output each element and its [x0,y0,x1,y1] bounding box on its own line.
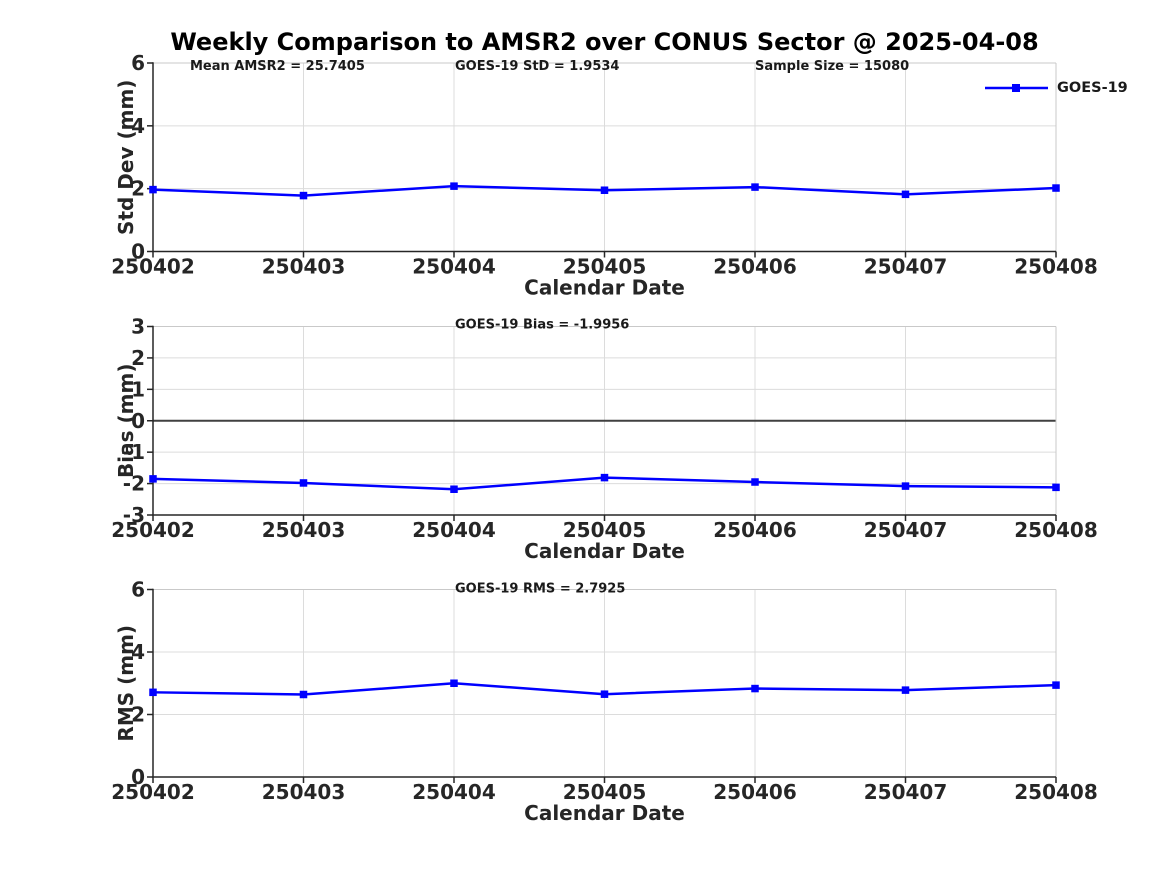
legend-marker [1012,84,1020,92]
y-tick-label: 4 [131,640,145,664]
annotation-text: Sample Size = 15080 [755,59,909,74]
data-point-marker [600,690,609,698]
data-point-marker [1052,681,1060,689]
x-tick-label: 250407 [864,518,948,542]
y-axis-label: Bias (mm) [114,364,138,478]
y-tick-label: 1 [131,377,145,401]
x-tick-label: 250406 [713,255,797,279]
x-tick-label: 250407 [864,780,948,804]
y-tick-label: 2 [131,346,145,370]
data-point-marker [1052,184,1060,192]
annotation-text: Mean AMSR2 = 25.7405 [190,59,365,74]
x-tick-label: 250408 [1014,518,1098,542]
chart-title: Weekly Comparison to AMSR2 over CONUS Se… [170,28,1039,56]
x-tick-label: 250403 [262,780,346,804]
data-point-marker [901,190,910,199]
y-tick-label: 6 [131,51,145,75]
annotation-text: GOES-19 Bias = -1.9956 [455,318,629,333]
x-tick-label: 250407 [864,255,948,279]
legend-label: GOES-19 [1057,80,1128,96]
y-tick-label: 6 [131,578,145,602]
x-axis-label: Calendar Date [524,276,685,300]
x-tick-label: 250406 [713,518,797,542]
x-tick-label: 250404 [412,255,496,279]
x-tick-label: 250405 [563,518,647,542]
x-tick-label: 250402 [111,255,195,279]
x-axis-label: Calendar Date [524,539,685,563]
data-point-marker [1052,483,1060,492]
y-tick-label: 2 [131,703,145,727]
data-point-marker [600,473,609,482]
y-tick-label: 3 [131,315,145,339]
x-tick-label: 250402 [111,780,195,804]
annotation-text: GOES-19 RMS = 2.7925 [455,582,625,597]
x-tick-label: 250406 [713,780,797,804]
data-point-marker [450,679,458,687]
data-point-marker [299,690,308,699]
y-tick-label: 0 [131,240,145,264]
data-point-marker [450,182,458,190]
x-axis-label: Calendar Date [524,801,685,825]
x-tick-label: 250403 [262,518,346,542]
data-point-marker [299,479,308,487]
annotation-text: GOES-19 StD = 1.9534 [455,59,619,74]
data-point-marker [299,191,308,200]
data-point-marker [149,475,157,483]
x-tick-label: 250403 [262,255,346,279]
x-tick-label: 250408 [1014,255,1098,279]
y-axis-label: Std Dev (mm) [114,80,138,235]
x-tick-label: 250405 [563,780,647,804]
data-point-marker [149,688,157,697]
x-tick-label: 250404 [412,518,496,542]
y-tick-label: 2 [131,177,145,201]
x-tick-label: 250408 [1014,780,1098,804]
x-tick-label: 250405 [563,255,647,279]
data-point-marker [751,478,759,486]
y-axis-label: RMS (mm) [114,625,138,742]
y-tick-label: 4 [131,114,145,138]
data-point-marker [450,485,458,493]
data-point-marker [751,684,759,693]
x-tick-label: 250404 [412,780,496,804]
y-tick-label: 0 [131,765,145,789]
y-tick-label: -3 [123,503,145,527]
y-tick-label: -1 [123,440,145,464]
data-point-marker [901,482,910,490]
data-point-marker [149,185,157,194]
data-point-marker [600,186,609,194]
y-tick-label: 0 [131,409,145,433]
y-tick-label: -2 [123,472,145,496]
x-tick-label: 250402 [111,518,195,542]
data-point-marker [901,686,910,694]
data-point-marker [751,183,759,191]
